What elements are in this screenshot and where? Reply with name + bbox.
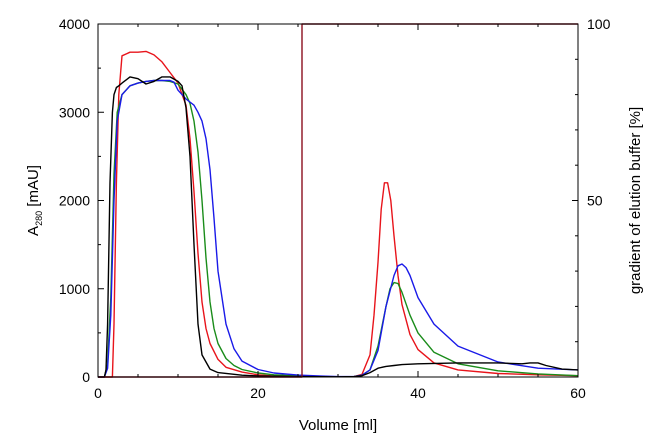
- absorbance-line-2: [98, 79, 579, 378]
- y-tick-label: 4000: [59, 16, 90, 32]
- y-axis-title-main: A: [25, 226, 42, 236]
- absorbance-line-4: [98, 76, 579, 378]
- y-axis-title-subscript: 280: [34, 211, 44, 226]
- y2-axis-title: gradient of elution buffer [%]: [627, 107, 644, 294]
- ticks-layer: 0 20 40 60 0 1000 2000 3000 4000 50 100: [59, 16, 611, 401]
- series-layer: [98, 23, 579, 378]
- absorbance-line-3: [98, 79, 579, 378]
- y2-tick-label: 100: [587, 16, 611, 32]
- absorbance-line-1: [98, 50, 579, 378]
- y-axis-title-unit: [mAU]: [25, 165, 42, 211]
- x-tick-label: 0: [94, 385, 102, 401]
- x-tick-label: 60: [570, 385, 586, 401]
- x-axis-title: Volume [ml]: [299, 417, 377, 434]
- y-axis-title: A280 [mAU]: [25, 165, 44, 236]
- y-tick-label: 0: [82, 369, 90, 385]
- y2-tick-label: 50: [587, 193, 603, 209]
- y-tick-label: 1000: [59, 281, 90, 297]
- y-tick-label: 2000: [59, 193, 90, 209]
- x-tick-label: 20: [250, 385, 266, 401]
- y-tick-label: 3000: [59, 104, 90, 120]
- x-tick-label: 40: [410, 385, 426, 401]
